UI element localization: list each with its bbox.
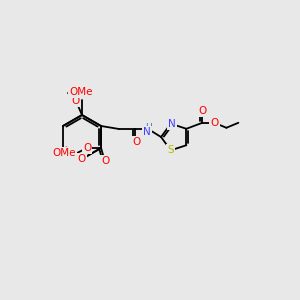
Text: O: O [132, 137, 140, 147]
Text: O: O [210, 118, 218, 128]
Text: O: O [101, 156, 109, 166]
Text: OMe: OMe [69, 87, 92, 97]
Text: H: H [145, 122, 152, 131]
Text: O: O [83, 143, 91, 153]
Text: O: O [78, 154, 86, 164]
Text: O: O [72, 96, 80, 106]
Text: OMe: OMe [52, 148, 76, 158]
Text: O: O [198, 106, 206, 116]
Text: N: N [143, 127, 151, 137]
Text: S: S [167, 145, 174, 155]
Text: N: N [168, 119, 176, 129]
